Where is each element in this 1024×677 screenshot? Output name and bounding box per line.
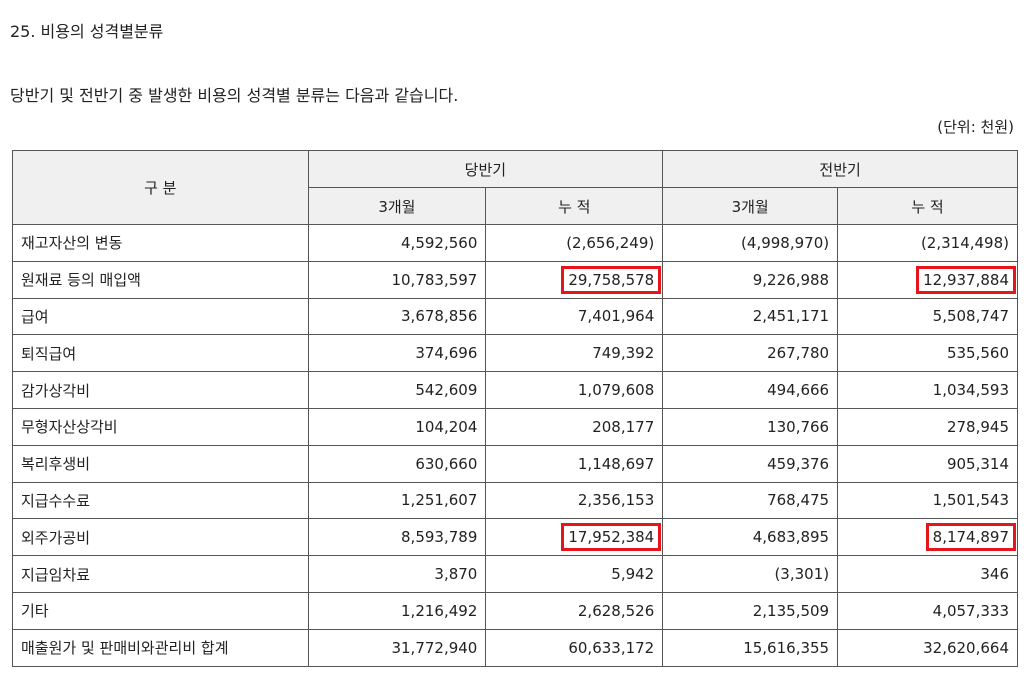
cell-value: (2,656,249) bbox=[485, 224, 664, 262]
row-label: 감가상각비 bbox=[12, 371, 309, 409]
cell-value: 905,314 bbox=[837, 444, 1018, 483]
subcolumn-header: 3개월 bbox=[307, 187, 487, 225]
group-header: 전반기 bbox=[662, 150, 1018, 188]
cell-value: 4,057,333 bbox=[837, 591, 1018, 630]
table-head: 구 분 당반기 전반기 3개월 누 적 3개월 누 적 bbox=[12, 150, 1018, 225]
cell-value: 8,593,789 bbox=[307, 518, 487, 557]
cell-value: 494,666 bbox=[662, 371, 839, 409]
table-row: 지급수수료 1,251,607 2,356,153 768,475 1,501,543 bbox=[12, 481, 1018, 520]
heading: 25. 비용의 성격별분류 bbox=[10, 22, 164, 41]
intro: 당반기 및 전반기 중 발생한 비용의 성격별 분류는 다음과 같습니다. bbox=[10, 86, 459, 105]
highlight-box: 8,174,897 bbox=[925, 523, 1016, 552]
cell-value: 60,633,172 bbox=[485, 628, 664, 667]
row-label: 외주가공비 bbox=[12, 518, 309, 557]
table-row: 복리후생비 630,660 1,148,697 459,376 905,314 bbox=[12, 444, 1018, 483]
table-row: 감가상각비 542,609 1,079,608 494,666 1,034,593 bbox=[12, 371, 1018, 409]
cell-value: 104,204 bbox=[307, 407, 487, 446]
cell-value: 208,177 bbox=[485, 407, 664, 446]
unit: (단위: 천원) bbox=[937, 118, 1014, 136]
cell-value: 459,376 bbox=[662, 444, 839, 483]
cell-value: 4,683,895 bbox=[662, 518, 839, 557]
cell-value: 9,226,988 bbox=[662, 260, 839, 299]
cell-value: 2,628,526 bbox=[485, 591, 664, 630]
table-row: 급여 3,678,856 7,401,964 2,451,171 5,508,747 bbox=[12, 297, 1018, 336]
category-header: 구 분 bbox=[12, 150, 309, 225]
cell-value: 31,772,940 bbox=[307, 628, 487, 667]
cell-value: 10,783,597 bbox=[307, 260, 487, 299]
row-label: 원재료 등의 매입액 bbox=[12, 260, 309, 299]
row-label: 복리후생비 bbox=[12, 444, 309, 483]
table-row: 기타 1,216,492 2,628,526 2,135,509 4,057,333 bbox=[12, 591, 1018, 630]
row-label: 지급임차료 bbox=[12, 555, 309, 593]
cell-value: 12,937,884 bbox=[837, 260, 1018, 299]
cell-value: 2,451,171 bbox=[662, 297, 839, 336]
cell-value: 749,392 bbox=[485, 334, 664, 373]
cell-value: 2,356,153 bbox=[485, 481, 664, 520]
cell-value: 1,251,607 bbox=[307, 481, 487, 520]
row-label: 급여 bbox=[12, 297, 309, 336]
row-label: 무형자산상각비 bbox=[12, 407, 309, 446]
header-row: 구 분 당반기 전반기 bbox=[12, 150, 1018, 225]
cell-value: 267,780 bbox=[662, 334, 839, 373]
cell-value: (4,998,970) bbox=[662, 224, 839, 262]
cell-value: 346 bbox=[837, 555, 1018, 593]
row-label: 퇴직급여 bbox=[12, 334, 309, 373]
subcolumn-header: 누 적 bbox=[837, 187, 1018, 225]
cell-value: 130,766 bbox=[662, 407, 839, 446]
cell-value: 4,592,560 bbox=[307, 224, 487, 262]
cell-value: 1,034,593 bbox=[837, 371, 1018, 409]
cell-value: 17,952,384 bbox=[485, 518, 664, 557]
cell-value: 15,616,355 bbox=[662, 628, 839, 667]
table-row: 외주가공비 8,593,789 17,952,384 4,683,895 8,174,8… bbox=[12, 518, 1018, 557]
row-label: 매출원가 및 판매비와관리비 합계 bbox=[12, 628, 309, 667]
cell-value: 374,696 bbox=[307, 334, 487, 373]
cell-value: 29,758,578 bbox=[485, 260, 664, 299]
highlight-box: 29,758,578 bbox=[561, 265, 662, 294]
table-body: 재고자산의 변동 4,592,560 (2,656,249) (4,998,970)(… bbox=[12, 224, 1018, 667]
group-header: 당반기 bbox=[307, 150, 664, 188]
expense-table: 구 분 당반기 전반기 3개월 누 적 3개월 누 적 재고자산의 변동 4,59… bbox=[12, 150, 1018, 667]
table-row: 지급임차료 3,870 5,942 (3,301) 346 bbox=[12, 555, 1018, 593]
cell-value: 768,475 bbox=[662, 481, 839, 520]
cell-value: 3,870 bbox=[307, 555, 487, 593]
cell-value: 2,135,509 bbox=[662, 591, 839, 630]
cell-value: 1,501,543 bbox=[837, 481, 1018, 520]
row-label: 지급수수료 bbox=[12, 481, 309, 520]
highlight-box: 12,937,884 bbox=[916, 265, 1016, 294]
cell-value: 1,079,608 bbox=[485, 371, 664, 409]
cell-value: 535,560 bbox=[837, 334, 1018, 373]
cell-value: 542,609 bbox=[307, 371, 487, 409]
cell-value: 7,401,964 bbox=[485, 297, 664, 336]
cell-value: 32,620,664 bbox=[837, 628, 1018, 667]
subheader-row: 3개월 누 적 3개월 누 적 bbox=[13, 187, 1018, 225]
table-row: 퇴직급여 374,696 749,392 267,780 535,560 bbox=[12, 334, 1018, 373]
cell-value: 278,945 bbox=[837, 407, 1018, 446]
row-label: 기타 bbox=[12, 591, 309, 630]
highlight-box: 17,952,384 bbox=[561, 523, 662, 552]
cell-value: 5,942 bbox=[485, 555, 664, 593]
cell-value: 5,508,747 bbox=[837, 297, 1018, 336]
cell-value: (3,301) bbox=[662, 555, 839, 593]
table-row: 재고자산의 변동 4,592,560 (2,656,249) (4,998,970)(… bbox=[12, 224, 1018, 262]
subcolumn-header: 누 적 bbox=[485, 187, 664, 225]
cell-value: 1,148,697 bbox=[485, 444, 664, 483]
table-row: 원재료 등의 매입액 10,783,597 29,758,578 9,226,988 1… bbox=[12, 260, 1018, 299]
cell-value: 8,174,897 bbox=[837, 518, 1018, 557]
cell-value: 630,660 bbox=[307, 444, 487, 483]
row-label: 재고자산의 변동 bbox=[12, 224, 309, 262]
cell-value: 1,216,492 bbox=[307, 591, 487, 630]
subcolumn-header: 3개월 bbox=[662, 187, 839, 225]
cell-value: 3,678,856 bbox=[307, 297, 487, 336]
table-row: 무형자산상각비 104,204 208,177 130,766 278,945 bbox=[12, 407, 1018, 446]
table-row: 매출원가 및 판매비와관리비 합계 31,772,940 60,633,172 15,… bbox=[12, 628, 1018, 667]
cell-value: (2,314,498) bbox=[837, 224, 1018, 262]
